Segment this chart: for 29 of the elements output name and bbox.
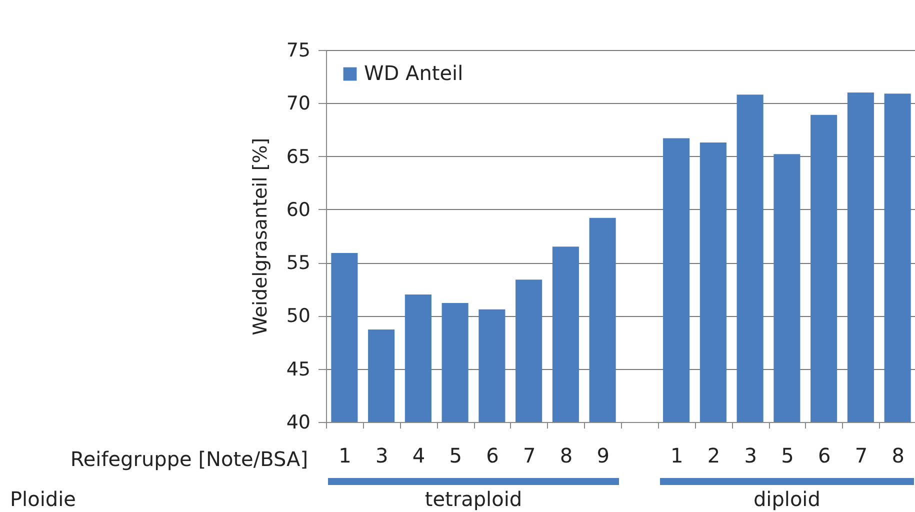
x-tick-label: 6 (818, 444, 831, 468)
x-tick-label: 5 (781, 444, 794, 468)
y-tick-label: 55 (286, 252, 310, 274)
y-axis-title: Weidelgrasanteil [%] (249, 138, 272, 336)
x-tick-label: 5 (449, 444, 462, 468)
y-tick-label: 65 (286, 146, 310, 168)
y-tick-label: 50 (286, 305, 310, 328)
legend-label: WD Anteil (364, 61, 464, 85)
y-tick-label: 60 (286, 198, 310, 221)
x-tick-label: 7 (522, 444, 536, 468)
x-tick-label: 3 (744, 444, 757, 468)
x-tick-label: 9 (596, 444, 610, 468)
x-tick-label: 3 (375, 444, 388, 468)
x-tick-label: 7 (854, 444, 868, 468)
text: Reifegruppe [Note/BSA] (70, 447, 308, 471)
text: tetraploid (424, 487, 522, 511)
x-tick-label: 8 (560, 444, 573, 468)
x-tick-label: 1 (338, 444, 352, 468)
y-tick-label: 45 (286, 358, 310, 380)
x-tick-label: 6 (486, 444, 499, 468)
x-tick-label: 4 (412, 444, 426, 468)
text: diploid (753, 487, 820, 511)
x-tick-label: 8 (892, 444, 904, 468)
x-tick-label: 2 (707, 444, 720, 468)
y-tick-label: 70 (286, 92, 310, 115)
text: Ploidie (10, 487, 76, 511)
y-tick-label: 75 (286, 40, 310, 62)
y-tick-label: 40 (286, 412, 310, 434)
x-tick-label: 1 (670, 444, 684, 468)
